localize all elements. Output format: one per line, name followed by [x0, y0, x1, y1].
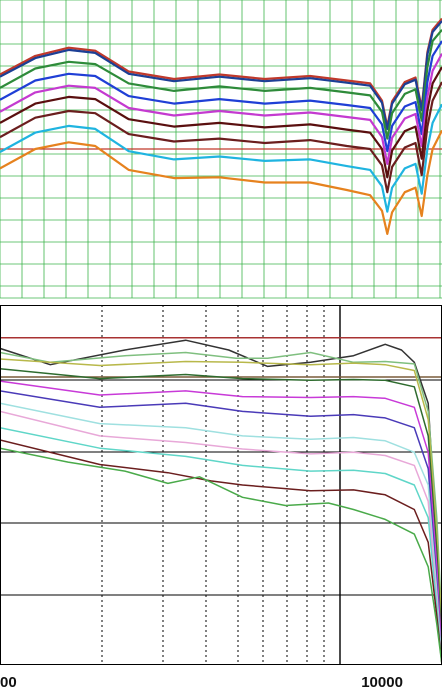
bottom-frequency-response-chart: 00 10000 [0, 305, 442, 691]
x-tick-label: 10000 [361, 674, 403, 691]
bottom-plot-area [0, 305, 442, 665]
top-series-line-3 [0, 29, 442, 140]
top-series-line-5 [0, 53, 442, 165]
x-tick-label: 00 [0, 674, 17, 691]
bottom-series-line-8 [0, 390, 442, 666]
top-series-line-6 [0, 66, 442, 179]
bottom-series-line-13 [0, 447, 442, 666]
bottom-series-line-11 [0, 426, 442, 666]
top-series-line-7 [0, 81, 442, 194]
bottom-series-line-4 [0, 351, 442, 625]
bottom-series-line-5 [0, 358, 442, 633]
top-series-line-8 [0, 103, 442, 213]
top-series-line-2 [0, 20, 442, 130]
bottom-series-line-12 [0, 439, 442, 666]
bottom-series-line-3 [0, 339, 442, 666]
top-series-line-4 [0, 40, 442, 153]
top-series-line-9 [0, 129, 442, 235]
bottom-series-line-6 [0, 368, 442, 649]
bottom-series-line-9 [0, 402, 442, 666]
top-frequency-response-chart [0, 0, 442, 299]
bottom-series-line-7 [0, 380, 442, 657]
bottom-series-line-10 [0, 410, 442, 666]
